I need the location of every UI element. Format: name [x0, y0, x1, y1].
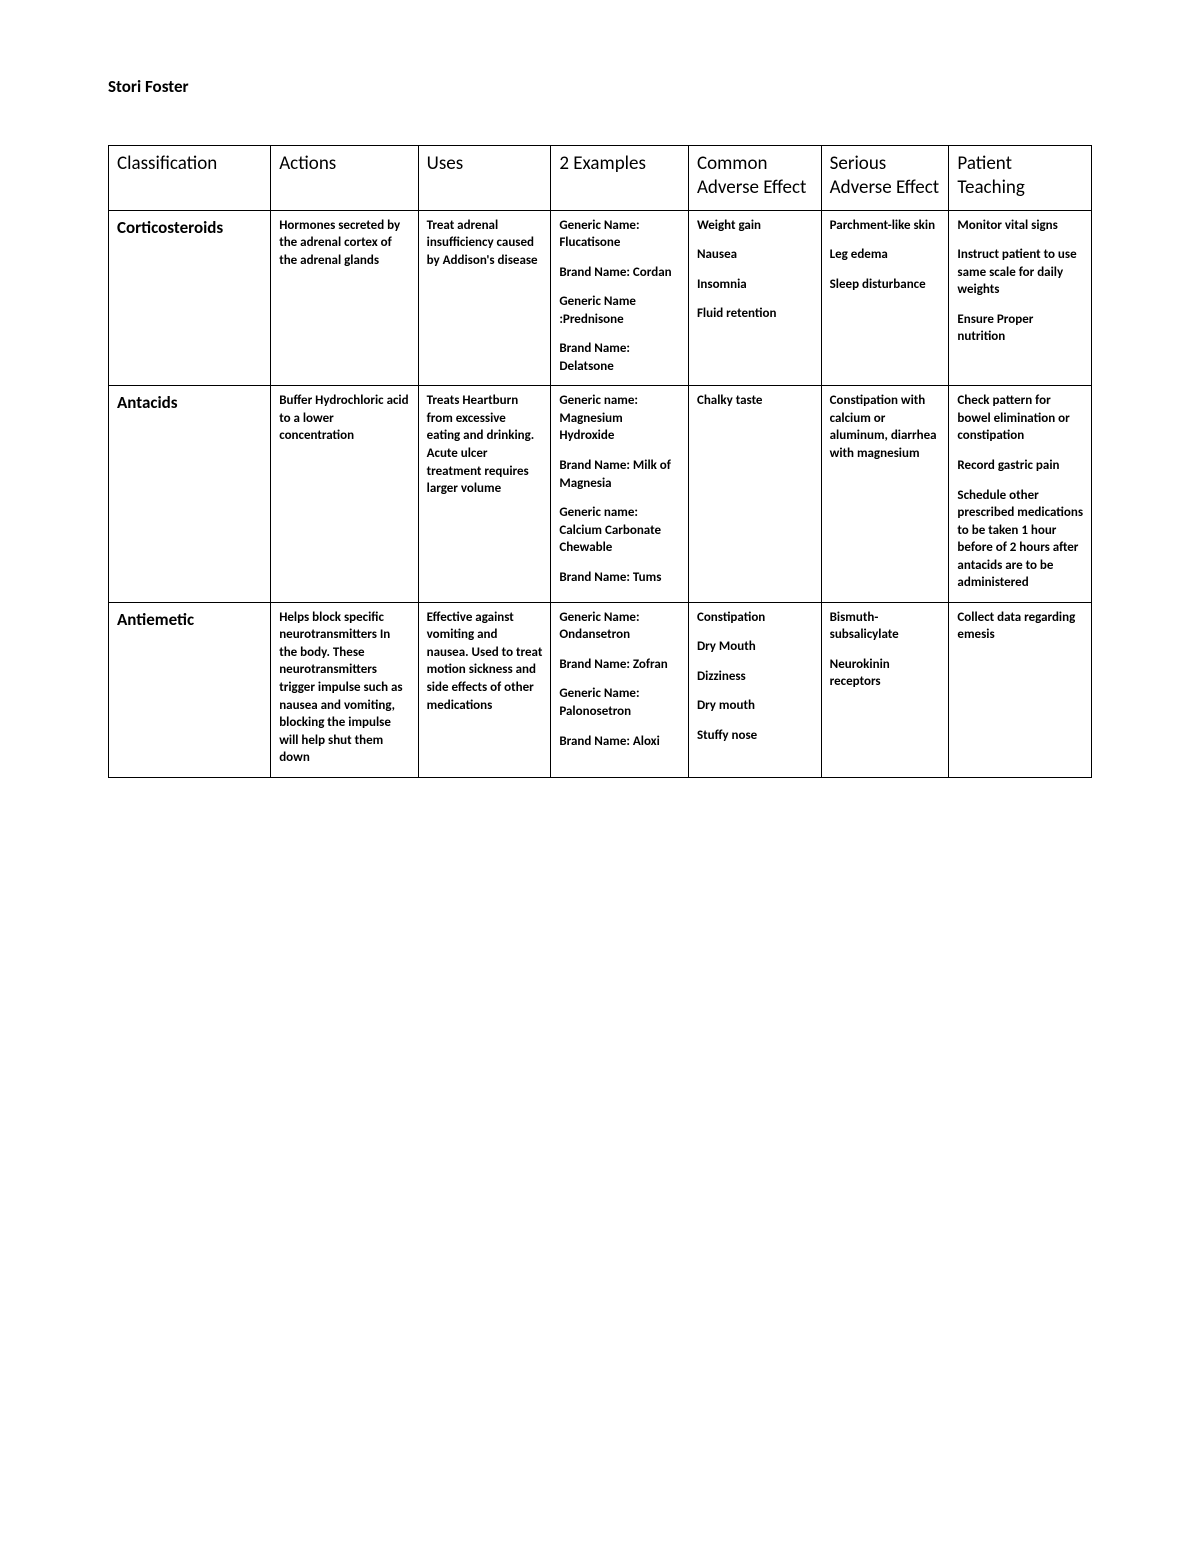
cell-item: Generic Name: Palonosetron: [559, 685, 680, 720]
table-row: CorticosteroidsHormones secreted by the …: [109, 210, 1092, 386]
cell-item: Brand Name: Tums: [559, 569, 680, 587]
cell-item: Brand Name: Cordan: [559, 264, 680, 282]
cell-item: Dry Mouth: [697, 638, 813, 656]
cell-item: Instruct patient to use same scale for d…: [957, 246, 1083, 299]
cell-item: Constipation: [697, 609, 813, 627]
cell-serious: Bismuth-subsalicylate Neurokinin receptor…: [821, 602, 949, 777]
cell-item: Effective against vomiting and nausea. U…: [427, 609, 543, 714]
cell-item: Leg edema: [830, 246, 941, 264]
col-classification: Classification: [109, 146, 271, 211]
cell-item: Dry mouth: [697, 697, 813, 715]
cell-item: Chalky taste: [697, 392, 813, 410]
cell-item: Generic Name: Ondansetron: [559, 609, 680, 644]
cell-item: Record gastric pain: [957, 457, 1083, 475]
cell-item: Brand Name: Aloxi: [559, 733, 680, 751]
cell-uses: Effective against vomiting and nausea. U…: [418, 602, 551, 777]
cell-item: Treats Heartburn from excessive eating a…: [427, 392, 543, 497]
cell-item: Fluid retention: [697, 305, 813, 323]
cell-item: Brand Name: Milk of Magnesia: [559, 457, 680, 492]
table-header-row: Classification Actions Uses 2 Examples C…: [109, 146, 1092, 211]
cell-item: Dizziness: [697, 668, 813, 686]
cell-teaching: Collect data regarding emesis: [949, 602, 1092, 777]
cell-item: Generic Name: Flucatisone: [559, 217, 680, 252]
col-actions: Actions: [271, 146, 418, 211]
cell-common: Chalky taste: [688, 386, 821, 602]
cell-uses: Treat adrenal insufficiency caused by Ad…: [418, 210, 551, 386]
cell-item: Parchment-like skin: [830, 217, 941, 235]
cell-item: Insomnia: [697, 276, 813, 294]
col-patient-teaching: Patient Teaching: [949, 146, 1092, 211]
cell-common: Weight gain Nausea Insomnia Fluid retention: [688, 210, 821, 386]
row-classification: Antacids: [109, 386, 271, 602]
author-name: Stori Foster: [108, 76, 1092, 97]
col-common-adverse: Common Adverse Effect: [688, 146, 821, 211]
cell-item: Buffer Hydrochloric acid to a lower conc…: [279, 392, 409, 445]
cell-item: Brand Name: Zofran: [559, 656, 680, 674]
cell-item: Generic Name :Prednisone: [559, 293, 680, 328]
cell-item: Brand Name: Delatsone: [559, 340, 680, 375]
row-classification: Corticosteroids: [109, 210, 271, 386]
cell-item: Generic name: Magnesium Hydroxide: [559, 392, 680, 445]
cell-teaching: Check pattern for bowel elimination or c…: [949, 386, 1092, 602]
table-row: AntacidsBuffer Hydrochloric acid to a lo…: [109, 386, 1092, 602]
cell-item: Helps block specific neurotransmitters I…: [279, 609, 409, 767]
col-uses: Uses: [418, 146, 551, 211]
cell-actions: Hormones secreted by the adrenal cortex …: [271, 210, 418, 386]
cell-item: Generic name: Calcium Carbonate Chewable: [559, 504, 680, 557]
cell-serious: Constipation with calcium or aluminum, d…: [821, 386, 949, 602]
cell-actions: Helps block specific neurotransmitters I…: [271, 602, 418, 777]
cell-item: Sleep disturbance: [830, 276, 941, 294]
cell-examples: Generic name: Magnesium Hydroxide Brand N…: [551, 386, 689, 602]
cell-actions: Buffer Hydrochloric acid to a lower conc…: [271, 386, 418, 602]
cell-item: Treat adrenal insufficiency caused by Ad…: [427, 217, 543, 270]
cell-examples: Generic Name: Flucatisone Brand Name: Cor…: [551, 210, 689, 386]
cell-uses: Treats Heartburn from excessive eating a…: [418, 386, 551, 602]
table-row: AntiemeticHelps block specific neurotran…: [109, 602, 1092, 777]
cell-item: Weight gain: [697, 217, 813, 235]
cell-item: Collect data regarding emesis: [957, 609, 1083, 644]
cell-item: Bismuth-subsalicylate: [830, 609, 941, 644]
cell-item: Constipation with calcium or aluminum, d…: [830, 392, 941, 462]
col-serious-adverse: Serious Adverse Effect: [821, 146, 949, 211]
drug-classification-table: Classification Actions Uses 2 Examples C…: [108, 145, 1092, 778]
cell-teaching: Monitor vital signs Instruct patient to u…: [949, 210, 1092, 386]
cell-item: Check pattern for bowel elimination or c…: [957, 392, 1083, 445]
cell-item: Stuffy nose: [697, 727, 813, 745]
cell-item: Nausea: [697, 246, 813, 264]
cell-item: Monitor vital signs: [957, 217, 1083, 235]
cell-item: Schedule other prescribed medications to…: [957, 487, 1083, 592]
table-header: Classification Actions Uses 2 Examples C…: [109, 146, 1092, 211]
cell-item: Hormones secreted by the adrenal cortex …: [279, 217, 409, 270]
table-body: CorticosteroidsHormones secreted by the …: [109, 210, 1092, 777]
cell-common: Constipation Dry Mouth Dizziness Dry mouth S…: [688, 602, 821, 777]
cell-serious: Parchment-like skin Leg edema Sleep distur…: [821, 210, 949, 386]
document-page: Stori Foster Classification Actions Uses…: [0, 0, 1200, 1553]
row-classification: Antiemetic: [109, 602, 271, 777]
cell-item: Neurokinin receptors: [830, 656, 941, 691]
cell-item: Ensure Proper nutrition: [957, 311, 1083, 346]
cell-examples: Generic Name: Ondansetron Brand Name: Zof…: [551, 602, 689, 777]
col-examples: 2 Examples: [551, 146, 689, 211]
